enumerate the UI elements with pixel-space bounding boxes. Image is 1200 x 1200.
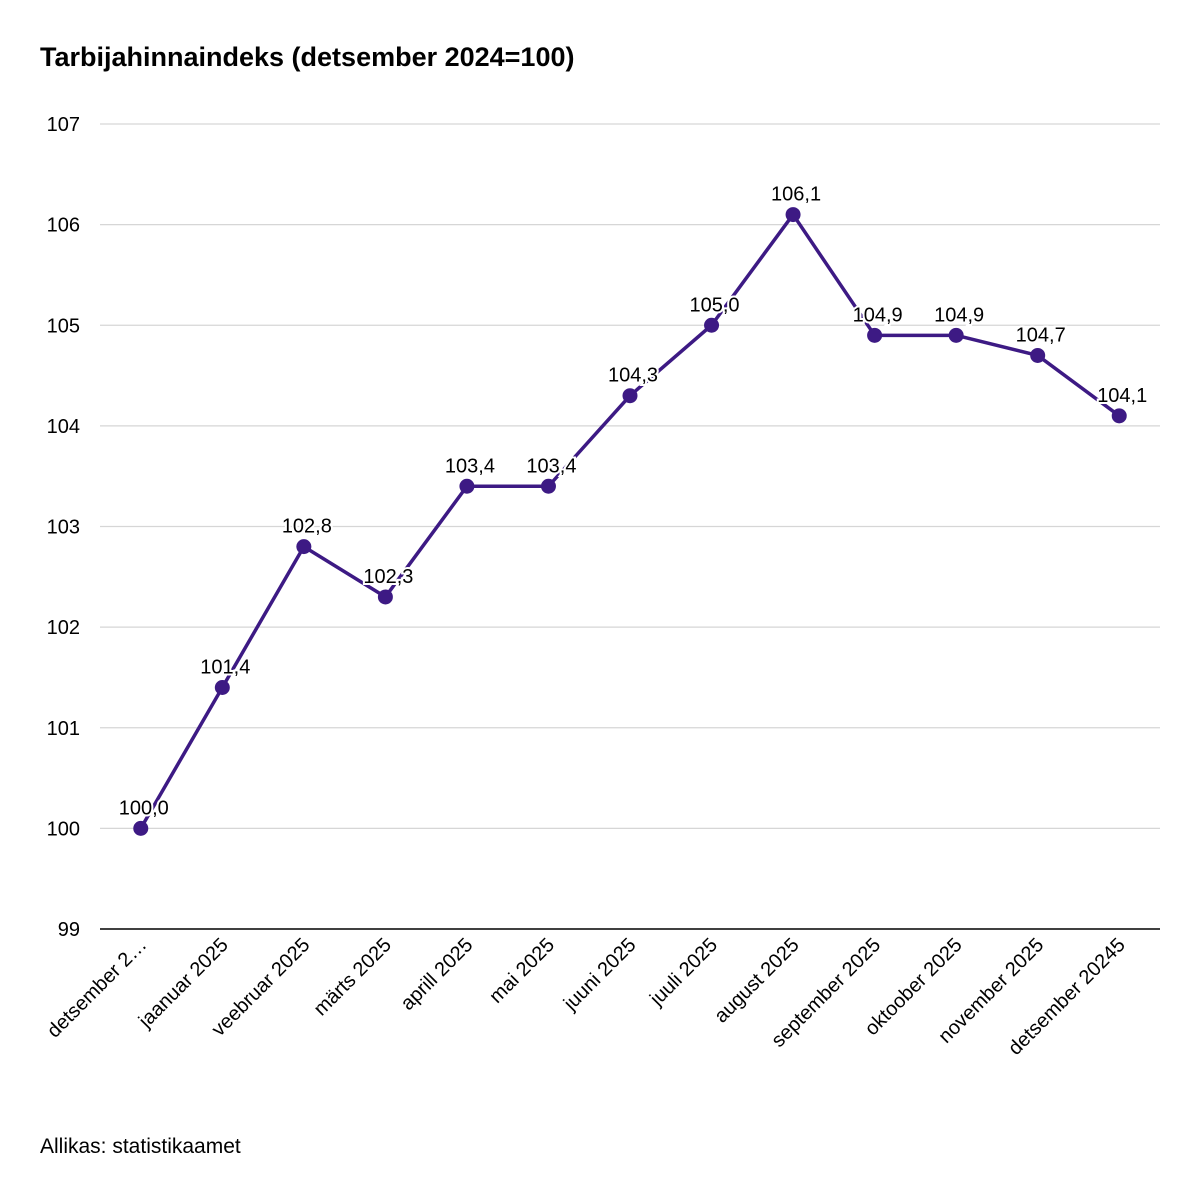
data-point — [704, 317, 720, 333]
data-point — [133, 820, 149, 836]
data-label: 104,9 — [853, 304, 903, 326]
data-label: 100,0 — [119, 797, 169, 819]
data-point — [622, 388, 638, 404]
x-tick-label: märts 2025 — [310, 934, 396, 1020]
data-label: 103,4 — [445, 455, 495, 477]
data-label: 105,0 — [690, 294, 740, 316]
data-label: 102,3 — [363, 566, 413, 588]
y-tick-label: 102 — [47, 617, 80, 639]
x-tick-label: juuni 2025 — [559, 934, 641, 1016]
data-label: 103,4 — [526, 455, 576, 477]
x-tick-label: aprill 2025 — [397, 934, 478, 1015]
data-point — [1030, 347, 1046, 363]
y-tick-label: 104 — [47, 416, 80, 438]
data-point — [296, 539, 312, 555]
data-point — [1111, 408, 1127, 424]
data-point — [948, 327, 964, 343]
y-tick-label: 101 — [47, 718, 80, 740]
source-note: Allikas: statistikaamet — [40, 1135, 241, 1158]
data-point — [214, 680, 230, 695]
y-tick-label: 103 — [47, 517, 80, 539]
data-point — [867, 327, 883, 343]
x-tick-label: mai 2025 — [485, 934, 559, 1008]
data-label: 101,4 — [200, 657, 250, 679]
y-tick-label: 105 — [47, 315, 80, 337]
data-point — [459, 478, 475, 494]
y-tick-label: 99 — [58, 919, 80, 941]
data-label: 104,3 — [608, 365, 658, 387]
y-tick-label: 107 — [47, 114, 80, 136]
data-label: 104,9 — [934, 304, 984, 326]
data-label: 104,7 — [1016, 324, 1066, 346]
y-tick-label: 100 — [47, 818, 80, 840]
data-point — [540, 478, 556, 494]
x-tick-label: juuli 2025 — [645, 934, 722, 1011]
x-tick-label: detsember 2… — [43, 934, 151, 1042]
data-label: 102,8 — [282, 516, 332, 538]
y-tick-label: 106 — [47, 215, 80, 237]
data-label: 104,1 — [1097, 385, 1147, 407]
data-point — [785, 207, 801, 223]
data-point — [377, 589, 393, 605]
chart-title: Tarbijahinnaindeks (detsember 2024=100) — [40, 42, 575, 72]
data-label: 106,1 — [771, 184, 821, 206]
